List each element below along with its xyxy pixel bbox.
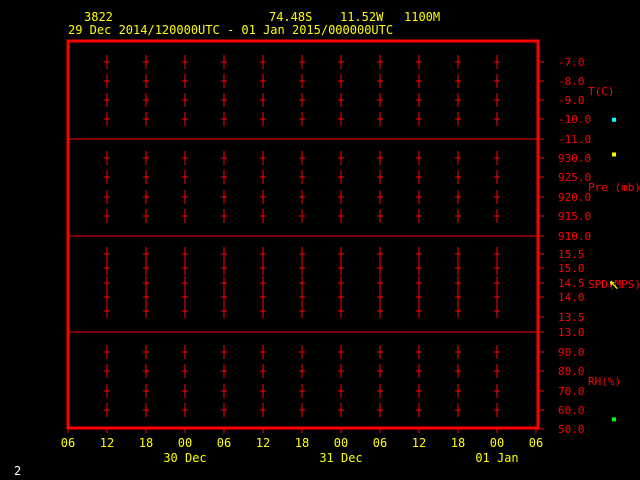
y-tick-label: 15.0 <box>558 262 585 275</box>
page-number: 2 <box>14 464 22 478</box>
x-tick-label: 06 <box>373 436 387 450</box>
data-point <box>612 117 616 122</box>
y-tick-label: -11.0 <box>558 133 591 146</box>
station-id: 3822 <box>84 10 113 24</box>
wind-arrow-part <box>610 281 618 290</box>
wind-arrow-part <box>609 281 613 286</box>
x-tick-label: 06 <box>217 436 231 450</box>
y-tick-label: 14.0 <box>558 291 585 304</box>
y-tick-label: 920.0 <box>558 191 591 204</box>
y-tick-label: 14.5 <box>558 277 585 290</box>
x-tick-label: 06 <box>529 436 543 450</box>
y-tick-label: 910.0 <box>558 230 591 243</box>
y-tick-label: 13.0 <box>558 326 585 339</box>
wind-arrow <box>609 281 618 290</box>
y-tick-label: 13.5 <box>558 311 585 324</box>
x-tick-label: 12 <box>412 436 426 450</box>
y-tick-label: 80.0 <box>558 365 585 378</box>
time-range: 29 Dec 2014/120000UTC - 01 Jan 2015/0000… <box>68 23 394 37</box>
x-tick-label: 00 <box>334 436 348 450</box>
y-tick-label: -7.0 <box>558 56 585 69</box>
station-elevation: 1100M <box>404 10 441 24</box>
plot-frame <box>66 39 540 430</box>
y-tick-label: 90.0 <box>558 346 585 359</box>
x-tick-label: 18 <box>451 436 465 450</box>
y-tick-label: 15.5 <box>558 248 585 261</box>
y-tick-label: -9.0 <box>558 94 585 107</box>
x-day-label: 30 Dec <box>163 451 206 465</box>
station-longitude: 11.52W <box>340 10 384 24</box>
y-tick-label: 50.0 <box>558 423 585 436</box>
panel-title: T(C) <box>588 85 615 98</box>
station-latitude: 74.48S <box>269 10 313 24</box>
x-tick-label: 00 <box>490 436 504 450</box>
y-tick-label: 930.0 <box>558 152 591 165</box>
data-point <box>612 417 616 422</box>
x-tick-label: 18 <box>295 436 309 450</box>
panel-title: RH(%) <box>588 375 621 388</box>
y-tick-label: 70.0 <box>558 385 585 398</box>
x-tick-label: 12 <box>256 436 270 450</box>
x-tick-label: 12 <box>100 436 114 450</box>
y-tick-label: 925.0 <box>558 171 591 184</box>
x-tick-label: 18 <box>139 436 153 450</box>
panel-title: Pre (mb) <box>588 181 640 194</box>
x-day-label: 01 Jan <box>475 451 518 465</box>
y-tick-label: 60.0 <box>558 404 585 417</box>
y-tick-label: -8.0 <box>558 75 585 88</box>
y-tick-label: 915.0 <box>558 210 591 223</box>
x-tick-label: 06 <box>61 436 75 450</box>
x-tick-label: 00 <box>178 436 192 450</box>
x-day-label: 31 Dec <box>319 451 362 465</box>
data-point <box>612 152 616 157</box>
y-tick-label: -10.0 <box>558 113 591 126</box>
